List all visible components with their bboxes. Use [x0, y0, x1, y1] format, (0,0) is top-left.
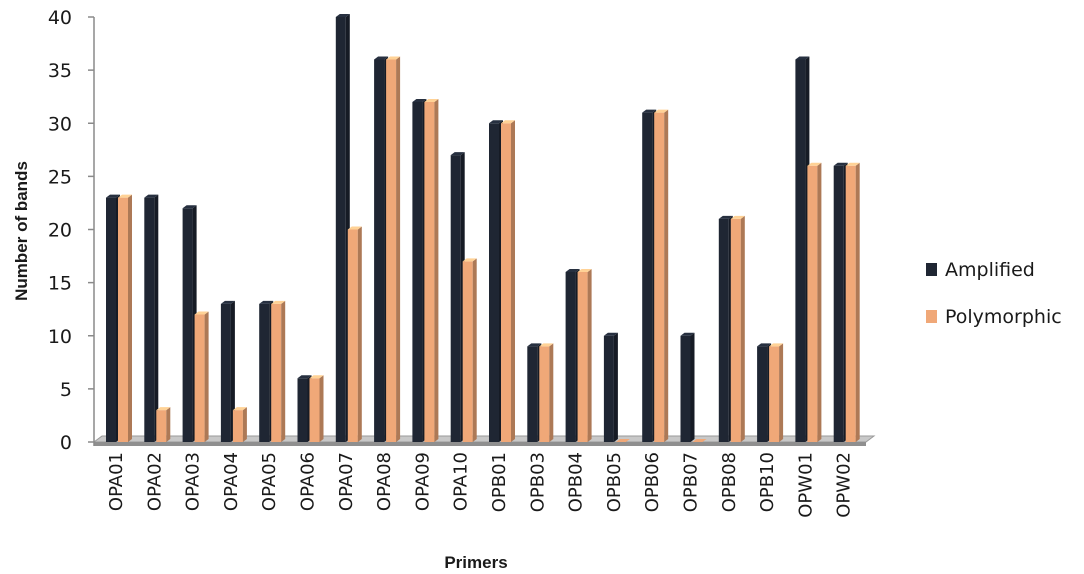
- bar-polymorphic-opa09: [424, 99, 439, 442]
- y-tick-label: 30: [48, 113, 72, 135]
- x-tick-label: OPA06: [298, 452, 319, 511]
- bar-polymorphic-opb10: [769, 343, 784, 442]
- bar-amplified-opb01: [489, 120, 503, 442]
- bar-polymorphic-opa05: [271, 300, 286, 442]
- bar-amplified-opb05: [603, 332, 618, 442]
- bar-polymorphic-opa02: [156, 407, 171, 442]
- bar-amplified-opa03: [182, 205, 197, 442]
- legend-swatch: [926, 263, 937, 276]
- bar-polymorphic-opa07: [347, 226, 362, 442]
- legend-item-amplified: Amplified: [926, 259, 1035, 281]
- x-tick-label: OPA08: [374, 452, 395, 511]
- bar-polymorphic-opa01: [118, 194, 132, 442]
- x-tick-label: OPB10: [757, 452, 778, 512]
- x-tick-label: OPA03: [183, 452, 204, 511]
- bar-amplified-opb06: [642, 109, 657, 442]
- bar-amplified-opb04: [565, 269, 580, 442]
- bar-amplified-opa08: [374, 56, 389, 442]
- x-tick-label: OPA04: [221, 452, 242, 511]
- x-tick-label: OPB04: [566, 452, 587, 512]
- x-tick-label: OPA05: [259, 452, 280, 511]
- bar-polymorphic-opb04: [577, 269, 592, 442]
- bar-polymorphic-opa03: [194, 311, 209, 442]
- x-tick-label: OPW02: [834, 452, 855, 518]
- y-axis-title: Number of bands: [12, 161, 31, 301]
- bar-amplified-opa10: [450, 152, 465, 442]
- y-tick-label: 35: [48, 60, 72, 82]
- y-tick-label: 25: [48, 166, 72, 188]
- bars: [106, 14, 860, 442]
- x-tick-label: OPA02: [144, 452, 165, 511]
- bar-polymorphic-opa06: [309, 375, 324, 442]
- legend-swatch: [926, 310, 937, 323]
- x-tick-label: OPB01: [489, 452, 510, 512]
- legend: Amplified Polymorphic: [926, 259, 1062, 328]
- bar-amplified-opa07: [335, 14, 350, 442]
- bar-polymorphic-opw01: [807, 162, 822, 442]
- bar-amplified-opa02: [144, 194, 159, 442]
- x-tick-label: OPB06: [642, 452, 663, 512]
- y-tick-label: 15: [48, 273, 72, 295]
- x-axis-labels: OPA01 OPA02 OPA03 OPA04 OPA05 OPA06 OPA07 OPA08…: [106, 452, 855, 518]
- y-tick-label: 40: [48, 7, 72, 29]
- bar-amplified-opw02: [833, 162, 848, 442]
- bar-polymorphic-opa08: [386, 56, 401, 442]
- x-axis-title: Primers: [444, 553, 507, 572]
- y-tick-label: 10: [48, 326, 72, 348]
- x-tick-label: OPA01: [106, 452, 127, 511]
- bar-polymorphic-opa04: [232, 407, 247, 442]
- bar-amplified-opb08: [718, 215, 733, 442]
- bar-polymorphic-opw02: [845, 162, 860, 442]
- legend-label: Amplified: [945, 259, 1035, 281]
- x-tick-label: OPA09: [412, 452, 433, 511]
- y-tick-label: 0: [60, 432, 72, 454]
- bar-amplified-opa09: [412, 99, 427, 442]
- x-tick-label: OPB08: [719, 452, 740, 512]
- x-tick-label: OPA10: [451, 452, 472, 511]
- y-tick-label: 20: [48, 220, 72, 242]
- x-tick-label: OPB07: [681, 452, 702, 512]
- bar-polymorphic-opb01: [501, 120, 515, 442]
- y-tick-label: 5: [60, 379, 72, 401]
- legend-label: Polymorphic: [945, 306, 1062, 328]
- chart-floor: [92, 435, 876, 446]
- x-tick-label: OPW01: [795, 452, 816, 518]
- bar-amplified-opa06: [297, 375, 312, 442]
- bar-amplified-opb03: [527, 343, 542, 442]
- bar-polymorphic-opb06: [654, 109, 669, 442]
- bar-amplified-opa05: [259, 300, 274, 442]
- floor-top: [92, 435, 876, 443]
- bar-amplified-opb07: [680, 332, 695, 442]
- bar-polymorphic-opa10: [462, 258, 477, 442]
- x-tick-label: OPB05: [604, 452, 625, 512]
- bar-polymorphic-opb03: [539, 343, 554, 442]
- bar-polymorphic-opb07: [692, 439, 707, 442]
- x-tick-label: OPB03: [527, 452, 548, 512]
- bar-amplified-opa01: [106, 194, 120, 442]
- bar-polymorphic-opb08: [730, 215, 745, 442]
- bar-amplified-opa04: [220, 300, 235, 442]
- floor-front: [94, 442, 866, 446]
- bar-amplified-opb10: [757, 343, 772, 442]
- x-tick-label: OPA07: [336, 452, 357, 511]
- y-axis: 0 5 10 15 20 25 30 35 40: [48, 7, 95, 454]
- bar-polymorphic-opb05: [615, 439, 630, 442]
- bar-amplified-opw01: [795, 56, 810, 442]
- legend-item-polymorphic: Polymorphic: [926, 306, 1062, 328]
